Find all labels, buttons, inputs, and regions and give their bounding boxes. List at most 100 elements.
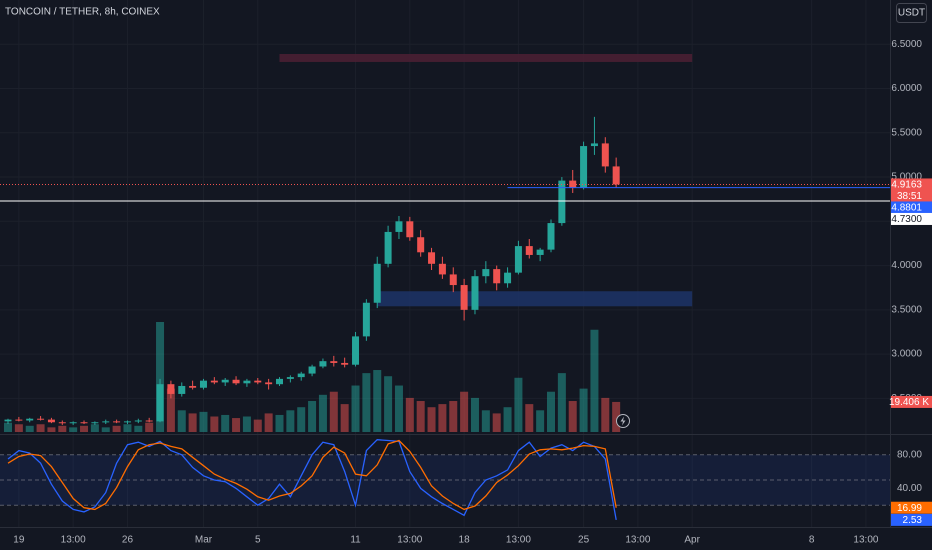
volume-bar (90, 424, 99, 432)
volume-bar (199, 411, 208, 432)
volume-bar (221, 414, 230, 432)
alert-bolt[interactable] (620, 416, 626, 426)
candle-body (221, 379, 229, 383)
volume-bar (514, 377, 523, 432)
candle-body (243, 380, 251, 384)
volume-bar (340, 404, 349, 432)
volume-bar (308, 401, 317, 432)
volume-bar (210, 416, 219, 432)
candle-body (417, 237, 425, 253)
candle-body (580, 146, 588, 188)
candle-body (395, 221, 403, 232)
candle-body (460, 285, 468, 310)
axes: 19 13:00 26 Mar 5 11 13:00 18 13:00 25 13:00 Apr 8 13… (13, 39, 932, 546)
volume-bar (601, 397, 610, 432)
stoch-tick-label: 40.00 (897, 483, 922, 494)
volume-bar (58, 425, 67, 432)
volume-bar (134, 425, 143, 432)
volume-bar (318, 394, 327, 432)
candle-body (199, 380, 207, 388)
volume-bar (253, 419, 262, 432)
candle-body (449, 274, 457, 286)
candle-body (428, 252, 436, 264)
y-tick-label: 5.5000 (891, 127, 922, 138)
x-tick-label: 13:00 (506, 535, 531, 546)
x-tick-label: 13:00 (397, 535, 422, 546)
candle-body (47, 419, 55, 423)
x-tick-label: 13:00 (853, 535, 878, 546)
volume-bar (373, 370, 382, 432)
candle-body (210, 380, 218, 383)
candle-body (308, 366, 316, 374)
volume-bar (351, 385, 360, 432)
candle-body (330, 361, 338, 363)
candle-body (612, 166, 620, 185)
currency-label[interactable]: USDT (898, 8, 925, 19)
candle-body (482, 269, 490, 277)
volume-bar (232, 418, 241, 432)
x-tick-label: 13:00 (625, 535, 650, 546)
x-tick-label: 25 (578, 535, 590, 546)
candle-body (156, 384, 164, 422)
volume-bar (438, 404, 447, 432)
candle-body (80, 422, 88, 424)
volume-bar (557, 373, 566, 432)
volume-bar (297, 407, 306, 432)
volume-bar (470, 397, 479, 432)
volume-label-box (891, 395, 932, 408)
stoch-d-label-box (891, 501, 932, 514)
volume-bar (579, 388, 588, 432)
volume-bar (47, 427, 56, 432)
volume-bar (36, 424, 45, 432)
candle-body (286, 377, 294, 379)
volume-bar (25, 425, 34, 432)
last-price-label: 4.9163 (891, 180, 922, 191)
candle-body (558, 180, 566, 224)
volume-bar (188, 413, 197, 432)
price-pane (0, 54, 890, 521)
candle-body (514, 246, 522, 273)
volume-bar (525, 404, 534, 432)
candle-body (134, 420, 142, 422)
x-tick-label: 13:00 (61, 535, 86, 546)
candle-body (601, 143, 609, 167)
candle-body (254, 380, 262, 383)
x-tick-label: Apr (684, 535, 700, 546)
currency-button[interactable] (896, 3, 927, 23)
volume-bar (427, 407, 436, 432)
y-tick-label: 4.0000 (891, 260, 922, 271)
candle-body (26, 418, 34, 421)
stoch-d-line (7, 439, 617, 511)
candle-body (384, 231, 392, 264)
stoch-tick-label: 80.00 (897, 449, 922, 460)
volume-bar (405, 397, 414, 432)
volume-bar (166, 388, 175, 432)
candle-body (525, 246, 533, 255)
stoch-d-label: 16.99 (897, 503, 922, 514)
candle-body (37, 418, 45, 420)
candle-body (232, 379, 240, 384)
volume-bar (481, 410, 490, 432)
volume-bar (242, 416, 251, 432)
alert-icon[interactable] (616, 414, 630, 428)
volume-bar (568, 401, 577, 432)
volume-bar (536, 410, 545, 432)
volume-bar (14, 424, 23, 432)
chart-title: TONCOIN / TETHER, 8h, COINEX (5, 7, 160, 18)
candle-body (113, 421, 121, 423)
candle-body (352, 336, 360, 365)
volume-bar (492, 413, 501, 432)
volume-bar (384, 376, 393, 432)
y-tick-label: 6.0000 (891, 83, 922, 94)
x-tick-label: 11 (350, 535, 361, 546)
candle-body (341, 362, 349, 365)
volume-bar (286, 410, 295, 432)
candle-body (189, 385, 197, 388)
candle-body (102, 421, 110, 423)
candle-body (69, 422, 77, 424)
last-price-label-box (891, 178, 932, 191)
volume-bar (449, 401, 458, 432)
candle-body (590, 143, 598, 147)
candle-body (547, 223, 555, 250)
